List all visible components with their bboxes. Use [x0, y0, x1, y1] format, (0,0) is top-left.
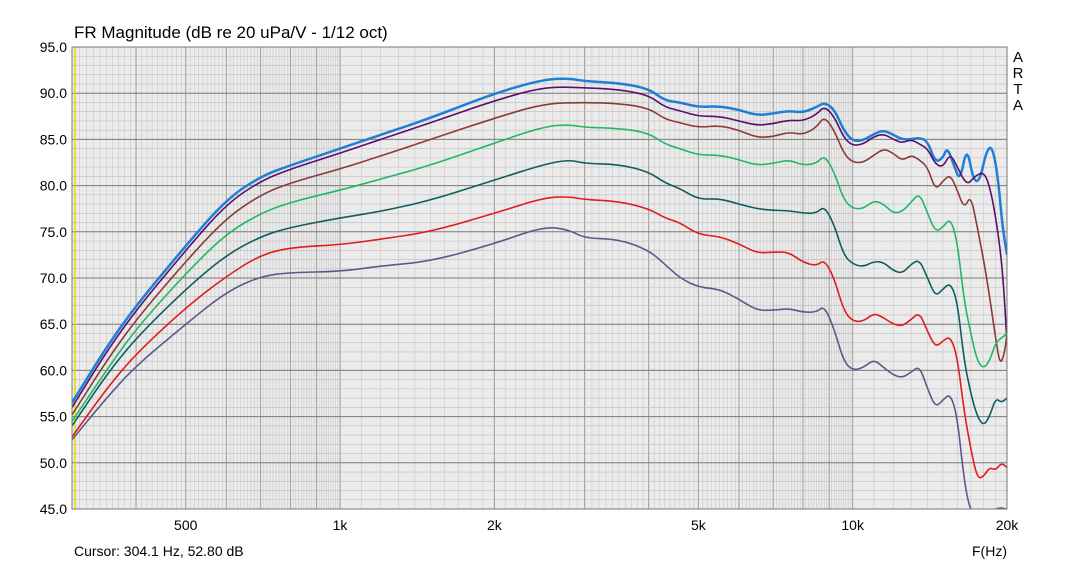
series-line-7 — [72, 227, 1007, 509]
y-tick-label: 75.0 — [40, 224, 67, 240]
x-axis-ticks: 500 1k 2k 5k 10k 20k — [174, 517, 1019, 533]
series-line-6 — [72, 196, 1007, 479]
x-tick-label: 500 — [174, 517, 198, 533]
x-tick-label: 5k — [691, 517, 707, 533]
y-tick-label: 85.0 — [40, 131, 67, 147]
y-tick-label: 90.0 — [40, 85, 67, 101]
y-tick-label: 80.0 — [40, 178, 67, 194]
y-axis-ticks: 95.0 90.0 85.0 80.0 75.0 70.0 65.0 60.0 55.0 50.0… — [40, 39, 67, 517]
y-tick-label: 55.0 — [40, 409, 67, 425]
y-tick-label: 95.0 — [40, 39, 67, 55]
series-line-2 — [72, 86, 1007, 408]
x-tick-label: 2k — [487, 517, 503, 533]
x-tick-label: 20k — [996, 517, 1020, 533]
y-tick-label: 50.0 — [40, 455, 67, 471]
brand-letter: A — [1013, 49, 1023, 66]
plot-frame — [71, 46, 1008, 510]
y-tick-label: 45.0 — [40, 501, 67, 517]
y-tick-label: 65.0 — [40, 316, 67, 332]
chart-title: FR Magnitude (dB re 20 uPa/V - 1/12 oct) — [74, 23, 388, 42]
series-line-4 — [72, 124, 1007, 422]
series-line-1 — [72, 77, 1007, 404]
y-tick-label: 70.0 — [40, 270, 67, 286]
cursor-readout: Cursor: 304.1 Hz, 52.80 dB — [74, 543, 244, 559]
x-tick-label: 1k — [333, 517, 349, 533]
series-line-5 — [72, 159, 1007, 427]
series-line-3 — [72, 101, 1007, 416]
brand-letter: T — [1013, 81, 1022, 98]
series-lines — [72, 77, 1007, 509]
brand-letter: A — [1013, 97, 1023, 114]
x-tick-label: 10k — [841, 517, 865, 533]
x-axis-label: F(Hz) — [972, 543, 1007, 559]
y-tick-label: 60.0 — [40, 362, 67, 378]
brand-letter: R — [1013, 65, 1024, 82]
